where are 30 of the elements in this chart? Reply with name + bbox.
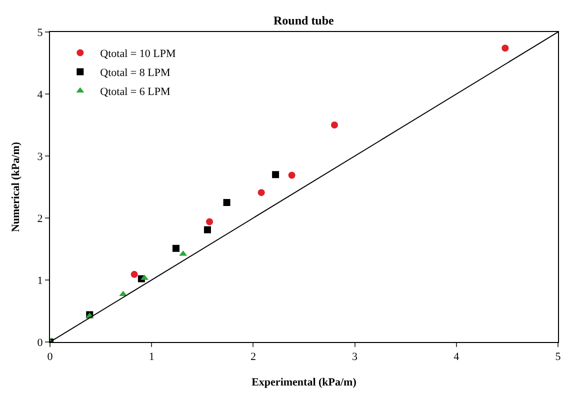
x-tick-label: 2 (250, 351, 256, 364)
x-tick-label: 3 (352, 351, 358, 364)
y-tick-label: 3 (37, 150, 44, 163)
point (172, 244, 180, 252)
y-tick-label: 4 (37, 88, 44, 101)
y-tick-label: 0 (37, 336, 44, 349)
y-tick-label: 2 (37, 212, 43, 225)
point (179, 250, 188, 256)
x-tick-label: 5 (555, 351, 562, 364)
legend-label: Qtotal = 6 LPM (100, 86, 170, 98)
point (288, 172, 296, 179)
point (204, 226, 211, 234)
point (502, 44, 509, 52)
legend-label: Qtotal = 8 LPM (100, 66, 170, 79)
point (223, 199, 230, 206)
point (330, 122, 338, 128)
chart-title: Round tube (274, 13, 335, 28)
y-tick-label: 5 (37, 26, 44, 39)
point (258, 189, 265, 196)
x-tick-label: 1 (148, 351, 154, 364)
x-axis-title: Experimental (kPa/m) (252, 376, 357, 388)
legend-label: Qtotal = 10 LPM (100, 48, 176, 60)
point (206, 218, 214, 226)
point (119, 290, 128, 296)
x-tick-label: 4 (454, 351, 460, 364)
point (130, 270, 138, 278)
point (272, 171, 280, 178)
x-tick-label: 0 (47, 351, 54, 364)
y-axis-title: Numerical (kPa/m) (10, 142, 22, 232)
y-tick-label: 1 (37, 274, 43, 287)
